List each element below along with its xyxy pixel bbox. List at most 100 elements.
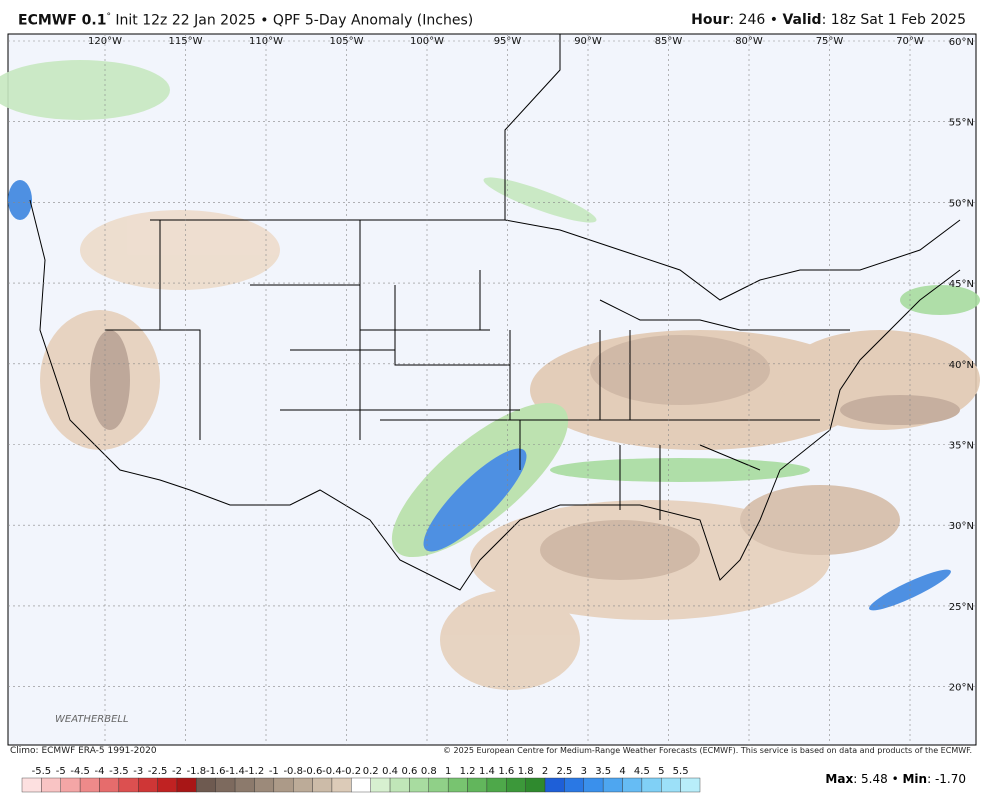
copyright: © 2025 European Centre for Medium-Range … (443, 746, 972, 755)
colorbar-label: 0.4 (382, 766, 398, 777)
color-swatch (486, 777, 507, 793)
color-swatch (215, 777, 236, 793)
color-swatch (544, 777, 565, 793)
colorbar-label: 1.8 (518, 766, 534, 777)
run-info: Init 12z 22 Jan 2025 • QPF 5-Day Anomaly… (115, 12, 474, 29)
colorbar-label: 4.5 (634, 766, 650, 777)
dry-area (740, 485, 900, 555)
colorbar-label: 2 (542, 766, 548, 777)
lat-label: 50°N (949, 198, 974, 209)
title: ECMWF 0.1° Init 12z 22 Jan 2025 • QPF 5-… (18, 12, 473, 29)
lon-label: 70°W (896, 36, 924, 47)
color-swatch (428, 777, 449, 793)
lon-label: 80°W (735, 36, 763, 47)
color-swatch (467, 777, 488, 793)
colorbar-label: -1.4 (225, 766, 245, 777)
climo-note: Climo: ECMWF ERA-5 1991-2020 (10, 746, 157, 756)
colorbar-label: -5.5 (32, 766, 52, 777)
colorbar-label: 3.5 (595, 766, 611, 777)
lat-label: 30°N (949, 521, 974, 532)
dry-area (840, 395, 960, 425)
colorbar-label: -0.2 (342, 766, 362, 777)
colorbar-label: -4.5 (70, 766, 90, 777)
wet-area (550, 458, 810, 482)
color-swatch (99, 777, 120, 793)
border (150, 34, 561, 221)
wet-area (8, 180, 32, 220)
color-swatch (138, 777, 158, 793)
dry-area (590, 335, 770, 405)
color-swatch (680, 777, 701, 793)
colorbar-label: -0.8 (283, 766, 303, 777)
wet-area (483, 177, 597, 223)
color-swatch (389, 777, 410, 793)
anomaly-fields (0, 60, 980, 690)
color-swatch (157, 777, 178, 793)
colorbar-label: 0.8 (421, 766, 437, 777)
color-swatch (196, 777, 216, 793)
color-swatch (370, 777, 391, 793)
dry-area (80, 210, 280, 290)
dry-area (440, 590, 580, 690)
color-swatch (254, 777, 275, 793)
lat-label: 60°N (949, 37, 974, 48)
lat-label: 25°N (949, 602, 974, 613)
degree: ° (106, 12, 111, 22)
colorbar-label: 1.6 (498, 766, 514, 777)
wet-area (0, 60, 170, 120)
colorbar-label: -3 (133, 766, 143, 777)
colorbar-label: 2.5 (556, 766, 572, 777)
max-min: Max: 5.48 • Min: -1.70 (825, 772, 966, 786)
hour-label: Hour (691, 12, 730, 28)
color-swatch (622, 777, 643, 793)
color-swatch (602, 777, 623, 793)
colorbar-label: 1.2 (460, 766, 476, 777)
colorbar-label: -4 (94, 766, 104, 777)
colorbar-label: -1 (269, 766, 279, 777)
lon-label: 90°W (574, 36, 602, 47)
graticule (8, 34, 976, 745)
color-swatch (641, 777, 662, 793)
color-swatch (234, 777, 255, 793)
color-swatch (583, 777, 604, 793)
wet-area (423, 448, 527, 552)
max-label: Max (825, 772, 854, 786)
color-swatch (41, 777, 61, 793)
colorbar-label: 0.2 (363, 766, 379, 777)
color-swatch (21, 777, 42, 793)
colorbar: -5.5 -5 -4.5 -4 -3.5 -3 -2.5 -2 -1.8 -1.6 -1.4 -1.2… (21, 766, 701, 793)
colorbar-label: 5.5 (673, 766, 689, 777)
min-label: Min (902, 772, 928, 786)
lat-label: 40°N (949, 360, 974, 371)
colorbar-label: 1 (445, 766, 451, 777)
color-swatch (273, 777, 294, 793)
color-swatch (293, 777, 313, 793)
colorbar-label: -1.8 (187, 766, 207, 777)
colorbar-label: 0.6 (401, 766, 417, 777)
border (504, 219, 961, 301)
color-swatch (331, 777, 352, 793)
color-swatch (118, 777, 139, 793)
lon-label: 95°W (494, 36, 522, 47)
dry-area (90, 330, 130, 430)
boundaries (29, 34, 961, 591)
lon-label: 100°W (410, 36, 444, 47)
colorbar-label: 1.4 (479, 766, 495, 777)
lat-label: 45°N (949, 279, 974, 290)
lon-label: 105°W (330, 36, 364, 47)
colorbar-label: -1.2 (245, 766, 265, 777)
lat-label: 35°N (949, 441, 974, 452)
colorbar-label: 5 (658, 766, 664, 777)
lon-label: 85°W (655, 36, 683, 47)
color-swatch (60, 777, 81, 793)
color-swatch (506, 777, 526, 793)
lat-label: 20°N (949, 683, 974, 694)
min-value: : -1.70 (927, 772, 966, 786)
valid-value: : 18z Sat 1 Feb 2025 (821, 12, 966, 28)
color-swatch (447, 777, 468, 793)
colorbar-label: -0.6 (303, 766, 323, 777)
dry-area (540, 520, 700, 580)
color-swatch (661, 777, 681, 793)
